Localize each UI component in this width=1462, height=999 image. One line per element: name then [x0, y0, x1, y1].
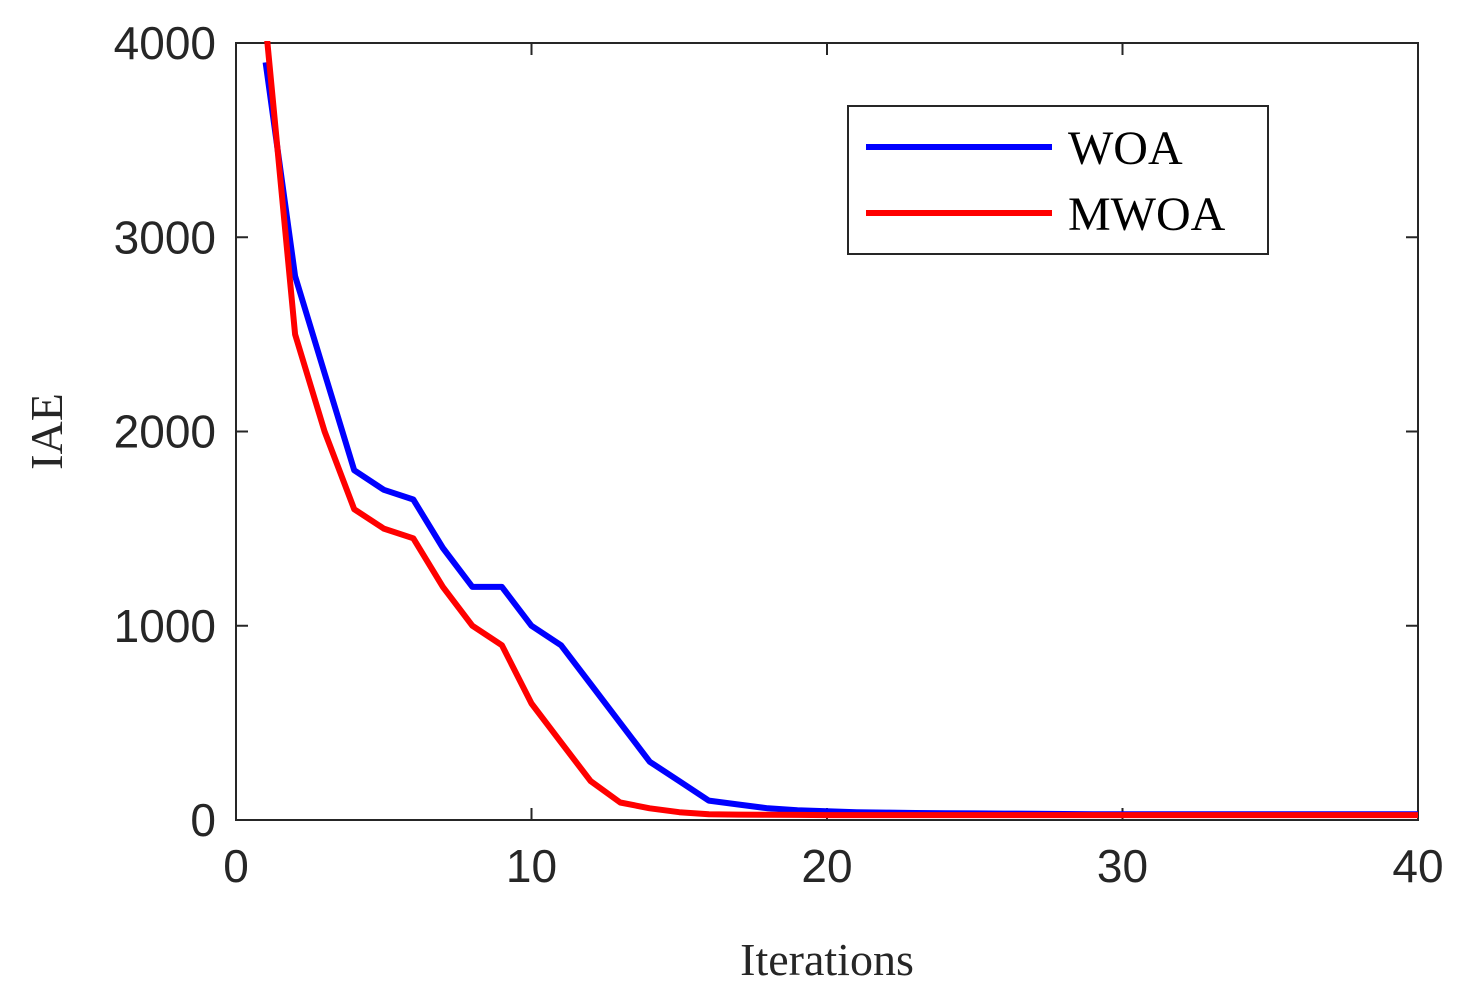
x-tick-label: 10 [506, 840, 557, 892]
x-tick-label: 40 [1392, 840, 1443, 892]
y-tick-label: 1000 [114, 600, 216, 652]
x-tick-label: 0 [223, 840, 249, 892]
y-tick-label: 0 [190, 794, 216, 846]
series-lines [262, 41, 1418, 819]
y-tick-label: 3000 [114, 211, 216, 263]
legend-label-mwoa: MWOA [1068, 188, 1226, 241]
x-tick-label: 30 [1097, 840, 1148, 892]
legend: WOA MWOA [847, 105, 1269, 255]
tick-labels: 0 10 20 30 40 0 1000 2000 3000 4000 [114, 17, 1444, 892]
legend-label-woa: WOA [1068, 122, 1183, 175]
x-axis-title: Iterations [740, 934, 914, 985]
y-tick-label: 2000 [114, 406, 216, 458]
y-axis-title: IAE [21, 393, 72, 470]
series-line-mwoa [264, 41, 1418, 819]
x-tick-label: 20 [801, 840, 852, 892]
legend-box [847, 105, 1269, 255]
y-tick-label: 4000 [114, 17, 216, 69]
